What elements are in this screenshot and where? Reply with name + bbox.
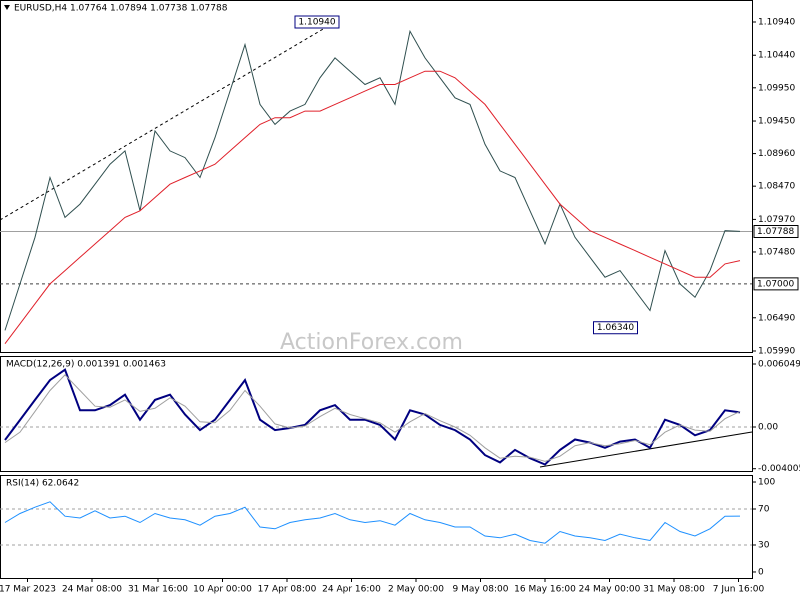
trend-line bbox=[0, 21, 336, 221]
y-tick-label: 30 bbox=[758, 540, 770, 550]
y-tick-label: 100 bbox=[758, 478, 775, 488]
price-label: 1.07000 bbox=[757, 279, 794, 289]
y-tick-label: 0.00 bbox=[758, 422, 778, 432]
series-line bbox=[4, 29, 741, 331]
annotation-box bbox=[294, 15, 340, 29]
annotation-label: 1.06340 bbox=[597, 323, 634, 333]
x-tick-label: 24 May 00:00 bbox=[579, 585, 641, 595]
series-line bbox=[4, 70, 741, 345]
chart-title: EURUSD,H4 1.07764 1.07894 1.07738 1.0778… bbox=[14, 4, 228, 14]
y-tick-label: 1.10940 bbox=[758, 18, 795, 28]
price-label-box bbox=[753, 277, 799, 291]
y-tick-label: 1.06490 bbox=[758, 313, 795, 323]
x-tick-label: 17 Mar 2023 bbox=[0, 585, 56, 595]
menu-icon bbox=[4, 5, 10, 10]
y-tick-label: 1.07480 bbox=[758, 247, 795, 257]
x-tick-label: 9 May 08:00 bbox=[452, 585, 508, 595]
y-tick-label: 70 bbox=[758, 505, 770, 515]
x-tick-label: 16 May 16:00 bbox=[514, 585, 576, 595]
x-tick-label: 31 Mar 16:00 bbox=[128, 585, 188, 595]
price-label: 1.07788 bbox=[757, 227, 794, 237]
macd-title: MACD(12,26,9) 0.001391 0.001463 bbox=[6, 360, 166, 370]
price-label-box bbox=[753, 224, 799, 238]
x-tick-label: 2 May 00:00 bbox=[388, 585, 444, 595]
y-tick-label: -0.004005 bbox=[758, 464, 800, 474]
watermark: ActionForex.com bbox=[280, 330, 463, 355]
series-line bbox=[4, 501, 741, 544]
x-tick-label: 10 Apr 00:00 bbox=[193, 585, 252, 595]
x-tick-label: 31 May 08:00 bbox=[643, 585, 705, 595]
series-line bbox=[4, 368, 741, 466]
y-tick-label: 1.10440 bbox=[758, 51, 795, 61]
y-tick-label: 1.05990 bbox=[758, 347, 795, 357]
macd-panel bbox=[0, 356, 753, 472]
macd-trend-line bbox=[539, 431, 753, 468]
annotation-box bbox=[592, 321, 638, 335]
rsi-title: RSI(14) 62.0642 bbox=[6, 479, 79, 489]
y-tick-label: 0 bbox=[758, 567, 764, 577]
x-tick-label: 7 Jun 16:00 bbox=[713, 585, 765, 595]
y-tick-label: 0.006049 bbox=[758, 359, 800, 369]
annotation-label: 1.10940 bbox=[298, 18, 335, 28]
x-tick-label: 24 Mar 08:00 bbox=[62, 585, 122, 595]
y-tick-label: 1.07970 bbox=[758, 215, 795, 225]
x-tick-label: 24 Apr 16:00 bbox=[322, 585, 381, 595]
x-tick-label: 17 Apr 08:00 bbox=[258, 585, 317, 595]
price-panel bbox=[0, 0, 753, 353]
y-tick-label: 1.09450 bbox=[758, 117, 795, 127]
rsi-panel bbox=[0, 475, 753, 579]
y-tick-label: 1.09950 bbox=[758, 83, 795, 93]
series-line bbox=[4, 374, 741, 462]
y-tick-label: 1.08470 bbox=[758, 182, 795, 192]
y-tick-label: 1.08960 bbox=[758, 149, 795, 159]
